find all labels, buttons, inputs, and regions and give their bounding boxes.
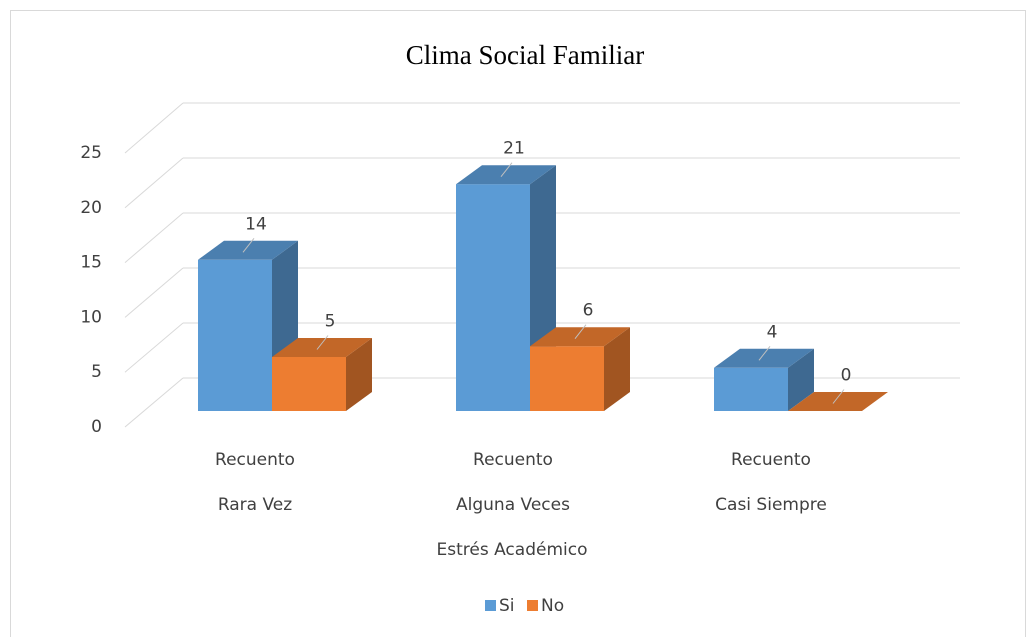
data-label: 0 [841,366,852,386]
data-label: 5 [325,312,336,332]
y-tick-label: 5 [91,362,102,382]
leader-line [758,345,771,361]
bar-front [198,259,272,411]
grid-line-side [124,377,184,428]
leader-line [242,237,255,253]
x-tick-label: Casi Siempre [715,495,827,515]
legend-swatch [527,600,538,611]
legend-label: No [541,596,564,616]
x-tick-label: Alguna Veces [456,495,570,515]
data-label: 6 [583,301,594,321]
y-tick-label: 20 [80,198,102,218]
bar-side [346,338,372,411]
bar-front [456,184,530,411]
y-tick-label: 25 [80,143,102,163]
grid-line-side [124,212,184,263]
data-label: 4 [767,322,778,342]
bar [530,327,630,411]
bar-front [714,367,788,411]
x-tick-label: Recuento [473,450,553,470]
grid-line-side [124,157,184,209]
bar-front [272,357,346,411]
x-tick-label: Recuento [215,450,295,470]
grid-line-side [124,102,184,154]
y-tick-label: 15 [80,253,102,273]
bar-side [604,327,630,411]
y-tick-label: 0 [91,417,102,437]
bar [714,348,814,411]
leader-line [500,162,513,178]
legend-label: Si [499,596,515,616]
chart-title: Clima Social Familiar [406,40,644,70]
grid-line-side [124,267,184,318]
grid-line-side [124,322,184,373]
data-label: 14 [245,214,267,234]
x-tick-label: Rara Vez [218,495,292,515]
bar-front [530,346,604,411]
leader-line [574,324,587,340]
leader-line [316,335,329,350]
x-axis-title: Estrés Académico [437,540,588,560]
bar-top [530,327,630,347]
data-label: 21 [503,139,525,159]
bar [272,338,372,411]
x-tick-label: Recuento [731,450,811,470]
leader-line [832,389,845,404]
bar-top [714,348,814,368]
bar-top [456,165,556,185]
bar-top [788,392,888,411]
legend-swatch [485,600,496,611]
bar-side [788,348,814,411]
y-tick-label: 10 [80,307,102,327]
bar-top [198,240,298,260]
bar-top [272,338,372,357]
bar [788,392,888,411]
